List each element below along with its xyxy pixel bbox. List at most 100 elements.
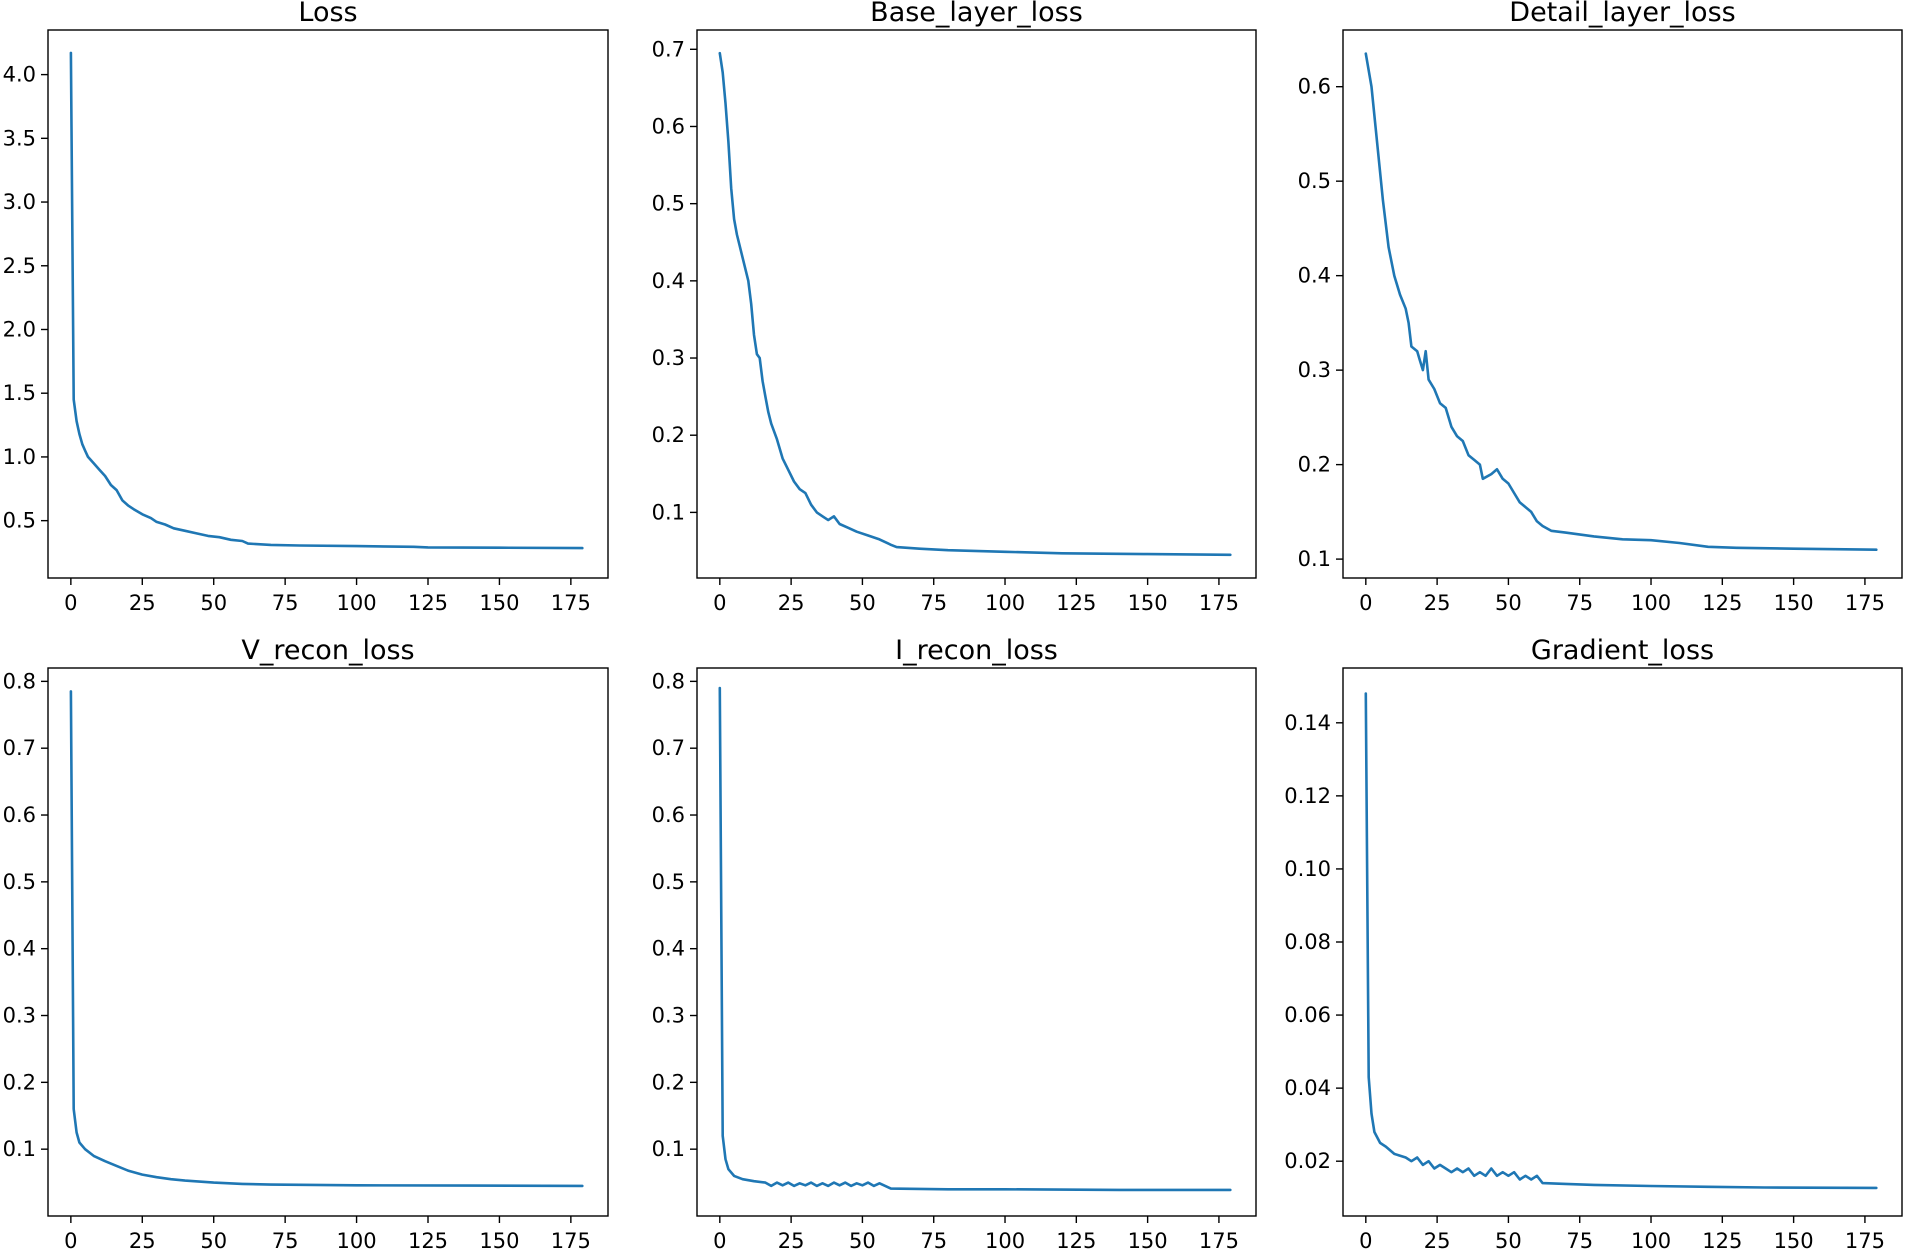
chart-title: Loss	[298, 0, 357, 28]
x-tick-label: 25	[129, 591, 156, 615]
plot-frame	[696, 29, 1257, 579]
x-tick-label: 175	[551, 1229, 591, 1250]
x-tick-label: 50	[200, 1229, 227, 1250]
y-tick-label: 0.14	[1284, 711, 1331, 735]
y-tick-label: 0.2	[652, 1070, 685, 1094]
chart-v-recon-loss: V_recon_loss 0 25 50 75 100 125 150 175 0.1 0.2 0.…	[3, 635, 609, 1250]
y-tick-label: 0.1	[3, 1137, 36, 1161]
y-tick-label: 0.3	[3, 1004, 36, 1028]
x-tick-label: 75	[1566, 591, 1593, 615]
x-tick-label: 75	[920, 591, 947, 615]
x-tick-label: 125	[1702, 591, 1742, 615]
y-tick-label: 0.02	[1284, 1149, 1331, 1173]
y-tick-label: 0.4	[652, 269, 685, 293]
chart-title: Detail_layer_loss	[1509, 0, 1735, 28]
chart-title: Gradient_loss	[1531, 635, 1714, 666]
x-tick-label: 25	[778, 591, 805, 615]
x-tick-label: 50	[1495, 591, 1522, 615]
y-tick-label: 1.5	[3, 381, 36, 405]
x-tick-label: 25	[1424, 591, 1451, 615]
chart-i-recon-loss: I_recon_loss 0 25 50 75 100 125 150 175 0.1 0.2 0.…	[652, 635, 1257, 1250]
x-tick-label: 150	[1128, 591, 1168, 615]
y-tick-label: 0.04	[1284, 1076, 1331, 1100]
y-tick-label: 3.5	[3, 126, 36, 150]
y-tick-label: 0.12	[1284, 784, 1331, 808]
x-tick-label: 75	[272, 591, 299, 615]
x-tick-label: 125	[1702, 1229, 1742, 1250]
x-tick-label: 100	[337, 1229, 377, 1250]
y-tick-label: 0.5	[1298, 169, 1331, 193]
y-tick-label: 4.0	[3, 63, 36, 87]
x-tick-label: 100	[985, 1229, 1025, 1250]
y-tick-label: 0.3	[652, 1004, 685, 1028]
series-line	[1364, 692, 1878, 1190]
y-tick-label: 0.1	[1298, 547, 1331, 571]
x-tick-label: 125	[1056, 1229, 1096, 1250]
y-tick-label: 0.5	[652, 870, 685, 894]
x-tick-label: 175	[551, 591, 591, 615]
x-tick-label: 150	[479, 591, 519, 615]
x-tick-label: 75	[1566, 1229, 1593, 1250]
y-tick-label: 0.8	[652, 669, 685, 693]
plot-frame	[696, 667, 1257, 1217]
y-tick-label: 0.7	[652, 736, 685, 760]
x-tick-label: 150	[479, 1229, 519, 1250]
x-tick-label: 150	[1128, 1229, 1168, 1250]
y-tick-label: 0.08	[1284, 930, 1331, 954]
y-tick-label: 0.5	[3, 509, 36, 533]
x-tick-label: 125	[1056, 591, 1096, 615]
x-tick-label: 50	[849, 591, 876, 615]
x-tick-label: 150	[1774, 1229, 1814, 1250]
x-tick-label: 25	[778, 1229, 805, 1250]
y-tick-label: 1.0	[3, 445, 36, 469]
y-tick-label: 0.8	[3, 669, 36, 693]
series-line	[69, 51, 584, 550]
x-tick-label: 25	[129, 1229, 156, 1250]
chart-title: Base_layer_loss	[870, 0, 1083, 28]
y-tick-label: 0.1	[652, 1137, 685, 1161]
plot-frame	[1342, 29, 1903, 579]
x-tick-label: 0	[64, 1229, 77, 1250]
x-tick-label: 0	[713, 591, 726, 615]
plot-frame	[1342, 667, 1903, 1217]
series-line	[718, 51, 1232, 557]
y-tick-label: 2.5	[3, 254, 36, 278]
chart-detail-layer-loss: Detail_layer_loss 0 25 50 75 100 125 150 175 0.1…	[1298, 0, 1903, 615]
x-tick-label: 175	[1199, 591, 1239, 615]
y-tick-label: 0.5	[3, 870, 36, 894]
chart-title: I_recon_loss	[895, 635, 1058, 666]
plot-frame	[47, 29, 609, 579]
series-line	[1364, 52, 1878, 551]
x-tick-label: 50	[1495, 1229, 1522, 1250]
chart-base-layer-loss: Base_layer_loss 0 25 50 75 100 125 150 175 0.1 0.…	[652, 0, 1257, 615]
x-tick-label: 50	[200, 591, 227, 615]
x-tick-label: 175	[1199, 1229, 1239, 1250]
y-tick-label: 0.2	[1298, 453, 1331, 477]
y-tick-label: 0.6	[3, 803, 36, 827]
x-tick-label: 125	[408, 591, 448, 615]
y-tick-label: 0.06	[1284, 1003, 1331, 1027]
chart-loss: Loss 0 25 50 75 100 125 150 175 0.5 1.0 1.5 2.0 2.5 3…	[3, 0, 609, 615]
y-tick-label: 0.6	[652, 803, 685, 827]
chart-title: V_recon_loss	[241, 635, 414, 666]
y-tick-label: 0.5	[652, 192, 685, 216]
y-tick-label: 0.7	[3, 736, 36, 760]
x-tick-label: 100	[1631, 591, 1671, 615]
y-tick-label: 0.6	[1298, 75, 1331, 99]
y-tick-label: 3.0	[3, 190, 36, 214]
x-tick-label: 50	[849, 1229, 876, 1250]
x-tick-label: 25	[1424, 1229, 1451, 1250]
series-line	[718, 686, 1232, 1192]
x-tick-label: 150	[1774, 591, 1814, 615]
y-tick-label: 0.2	[3, 1070, 36, 1094]
y-tick-label: 2.0	[3, 317, 36, 341]
x-tick-label: 0	[713, 1229, 726, 1250]
y-tick-label: 0.6	[652, 114, 685, 138]
y-tick-label: 0.4	[3, 937, 36, 961]
x-tick-label: 0	[64, 591, 77, 615]
x-tick-label: 75	[920, 1229, 947, 1250]
plot-frame	[47, 667, 609, 1217]
chart-gradient-loss: Gradient_loss 0 25 50 75 100 125 150 175 0.02 0.0…	[1284, 635, 1903, 1250]
x-tick-label: 75	[272, 1229, 299, 1250]
